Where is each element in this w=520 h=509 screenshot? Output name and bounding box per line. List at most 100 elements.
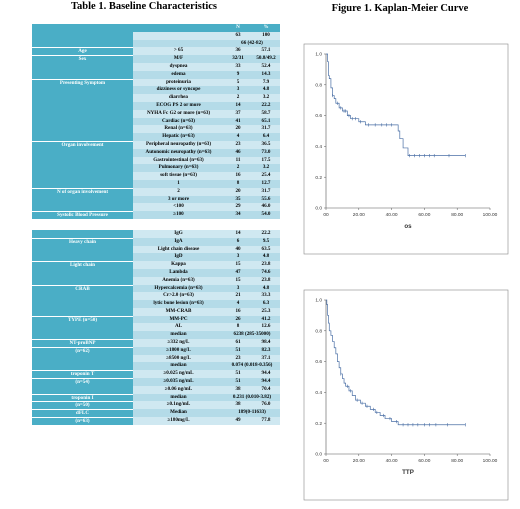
row-label (32, 276, 133, 285)
row-n-value: 4 (224, 300, 252, 308)
row-label: (n=54) (32, 378, 133, 386)
row-label (32, 292, 133, 301)
row-pct-value: 41.2 (252, 315, 280, 324)
row-subcategory: ≥8500 ng/L (133, 354, 224, 363)
table-row: 3 or more 35 55.6 (32, 195, 280, 204)
row-label (32, 117, 133, 126)
x-axis-label: os (404, 223, 412, 230)
row-label (32, 203, 133, 212)
row-label (32, 125, 133, 134)
row-pct-value: 12.6 (252, 323, 280, 332)
row-subcategory: <100 (133, 203, 224, 212)
row-label: (n=50) (32, 401, 133, 410)
row-label: (n=63) (32, 417, 133, 425)
table-row: Systolic Blood Pressure ≥100 34 54.0 (32, 211, 280, 219)
row-subcategory: Hepatic (n=63) (133, 133, 224, 141)
row-label: dFLC (32, 409, 133, 418)
x-tick-label: 60.00 (418, 458, 430, 464)
row-pct-value: 9.5 (252, 237, 280, 246)
row-n-value: 32/31 (224, 55, 252, 63)
row-subcategory: median (133, 393, 224, 402)
table-row: NYHA Fc G2 or more (n=63) 37 58.7 (32, 109, 280, 118)
row-subcategory: edema (133, 70, 224, 79)
row-subcategory: Kappa (133, 261, 224, 269)
row-n-value: 16 (224, 172, 252, 180)
table-row: NT-proBNP ≥332 ng/L 61 98.4 (32, 339, 280, 347)
row-pct-value: 52.4 (252, 62, 280, 71)
row-subcategory: IgA (133, 237, 224, 246)
row-label: troponin I (32, 393, 133, 402)
figure-title: Figure 1. Kaplan-Meier Curve (331, 3, 469, 14)
row-n-value: 61 (224, 339, 252, 347)
row-subcategory: median (133, 362, 224, 371)
x-tick-label: 40.00 (386, 458, 398, 464)
row-pct-value: 74.6 (252, 268, 280, 277)
row-subcategory: Gastrointestinal (n=63) (133, 156, 224, 165)
row-subcategory: median (133, 331, 224, 340)
row-pct-value: 31.7 (252, 125, 280, 134)
row-pct-value: 58.7 (252, 109, 280, 118)
y-tick-label: 0.2 (315, 175, 322, 181)
row-pct-value: 94.4 (252, 370, 280, 379)
km-chart-ttp: 00 20.00 40.00 60.00 80.00 100.00 0.0 0.2 0.4 0.6… (300, 286, 512, 504)
row-pct-value: 98.4 (252, 339, 280, 347)
row-label (32, 179, 133, 188)
row-pct-value: 73.0 (252, 148, 280, 157)
row-n-value: 40 (224, 245, 252, 254)
table-row: 1 8 12.7 (32, 179, 280, 188)
table-row: dizziness or syncope 3 4.8 (32, 86, 280, 95)
row-pct-value: 7.9 (252, 78, 280, 87)
row-n-value: 4 (224, 133, 252, 141)
row-n-value: 35 (224, 195, 252, 204)
row-subcategory: NYHA Fc G2 or more (n=63) (133, 109, 224, 118)
row-subcategory: IgD (133, 253, 224, 262)
km-chart-os-svg: 00 20.00 40.00 60.00 80.00 100.00 0.0 0.2 0.4 0.6… (303, 43, 509, 255)
row-label (32, 245, 133, 254)
y-tick-label: 0.2 (315, 421, 322, 427)
row-label: Sex (32, 55, 133, 63)
row-n-value: 8 (224, 179, 252, 188)
row-label (32, 253, 133, 262)
row-n-value: 3 (224, 86, 252, 95)
row-n-value: 20 (224, 125, 252, 134)
y-tick-label: 0.0 (315, 452, 322, 458)
row-pct-value: 25.3 (252, 307, 280, 316)
table-row: Organ involvement Peripheral neuropathy (… (32, 140, 280, 149)
row-label (32, 300, 133, 308)
row-subcategory: dizziness or syncope (133, 86, 224, 95)
row-n-value: 41 (224, 117, 252, 126)
row-label: troponin T (32, 370, 133, 379)
row-subcategory (133, 31, 224, 40)
table-row: N of organ involvement 2 20 31.7 (32, 187, 280, 196)
table-title: Table 1. Baseline Characteristics (70, 1, 217, 12)
row-subcategory: AL (133, 323, 224, 332)
y-tick-label: 0.4 (315, 390, 322, 396)
row-subcategory (133, 39, 224, 48)
y-tick-label: 0.8 (315, 328, 322, 334)
row-n-value: 3 (224, 284, 252, 293)
row-subcategory: soft tissue (n=63) (133, 172, 224, 180)
table-row: Heavy chain IgA 6 9.5 (32, 237, 280, 246)
table-row: troponin T ≥0.025 ng/mL 51 94.4 (32, 370, 280, 379)
row-n-value: 15 (224, 261, 252, 269)
row-n-value: 6238 (285-35000) (224, 331, 280, 340)
row-pct-value: 46.0 (252, 203, 280, 212)
row-label (32, 94, 133, 102)
row-label (32, 156, 133, 165)
table-row: Presenting Symptom proteinuria 5 7.9 (32, 78, 280, 87)
table-row: (n=50) ≥0.1ng/mL 38 76.0 (32, 401, 280, 410)
km-chart-ttp-svg: 00 20.00 40.00 60.00 80.00 100.00 0.0 0.2 0.4 0.6… (303, 289, 509, 501)
x-axis-label: TTP (402, 469, 414, 476)
table-row: (n=62) ≥1800 ng/L 51 82.3 (32, 346, 280, 355)
row-n-value: 66 (42-82) (224, 39, 280, 48)
row-n-value: 16 (224, 307, 252, 316)
row-label (32, 109, 133, 118)
row-pct-value: 63.5 (252, 245, 280, 254)
row-subcategory: ≥0.035 ng/mL (133, 378, 224, 386)
row-n-value: 14 (224, 101, 252, 110)
row-n-value: 0.074 (0.018-0.356) (224, 362, 280, 371)
table-row: (n=54) ≥0.035 ng/mL 51 94.4 (32, 378, 280, 386)
row-subcategory: MM-CRAB (133, 307, 224, 316)
row-pct-value: 100 (252, 31, 280, 40)
row-label (32, 39, 133, 48)
